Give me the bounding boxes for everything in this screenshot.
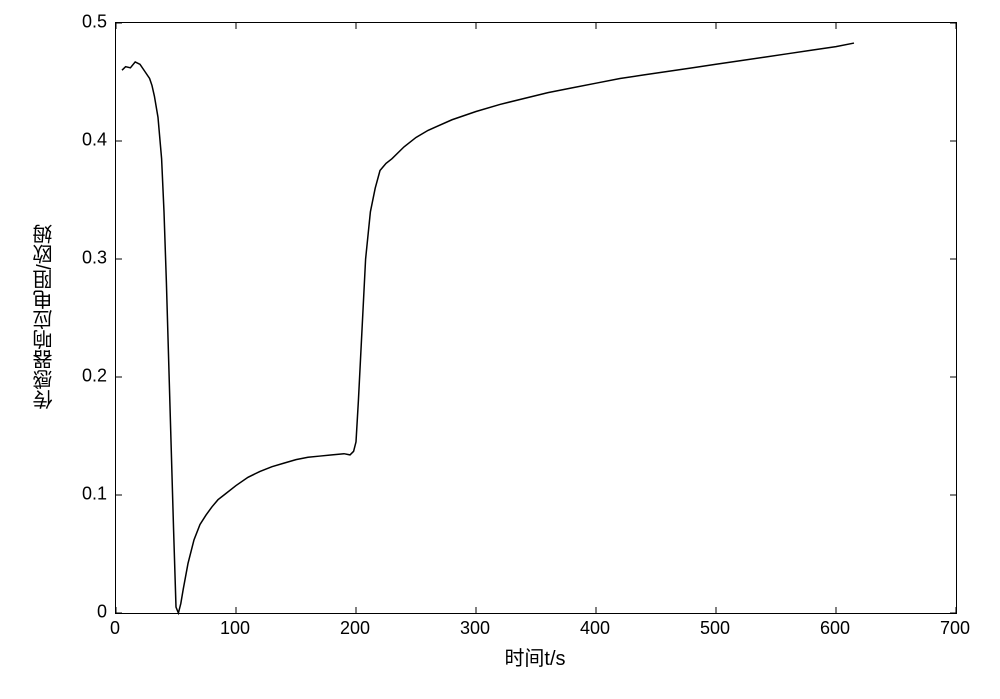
xtick-label: 0 bbox=[110, 618, 120, 639]
xtick-label: 200 bbox=[340, 618, 370, 639]
ytick-label: 0.4 bbox=[82, 130, 107, 151]
ytick-label: 0.5 bbox=[82, 12, 107, 33]
x-axis-label: 时间t/s bbox=[504, 642, 565, 671]
xtick-label: 700 bbox=[940, 618, 970, 639]
xtick-label: 500 bbox=[700, 618, 730, 639]
xtick-label: 300 bbox=[460, 618, 490, 639]
plot-area bbox=[115, 22, 957, 614]
ytick-label: 0.2 bbox=[82, 366, 107, 387]
ytick-label: 0.3 bbox=[82, 248, 107, 269]
xtick-label: 400 bbox=[580, 618, 610, 639]
xtick-label: 100 bbox=[220, 618, 250, 639]
y-axis-label: 传感器响应电阻/欧姆 bbox=[30, 224, 59, 410]
data-line bbox=[122, 43, 854, 613]
chart-container: 0 100 200 300 400 500 600 700 0 0.1 0.2 0.3 0.4 0.5 时间… bbox=[0, 0, 1000, 699]
plot-svg bbox=[116, 23, 956, 613]
xtick-label: 600 bbox=[820, 618, 850, 639]
ytick-label: 0.1 bbox=[82, 484, 107, 505]
ytick-label: 0 bbox=[97, 602, 107, 623]
